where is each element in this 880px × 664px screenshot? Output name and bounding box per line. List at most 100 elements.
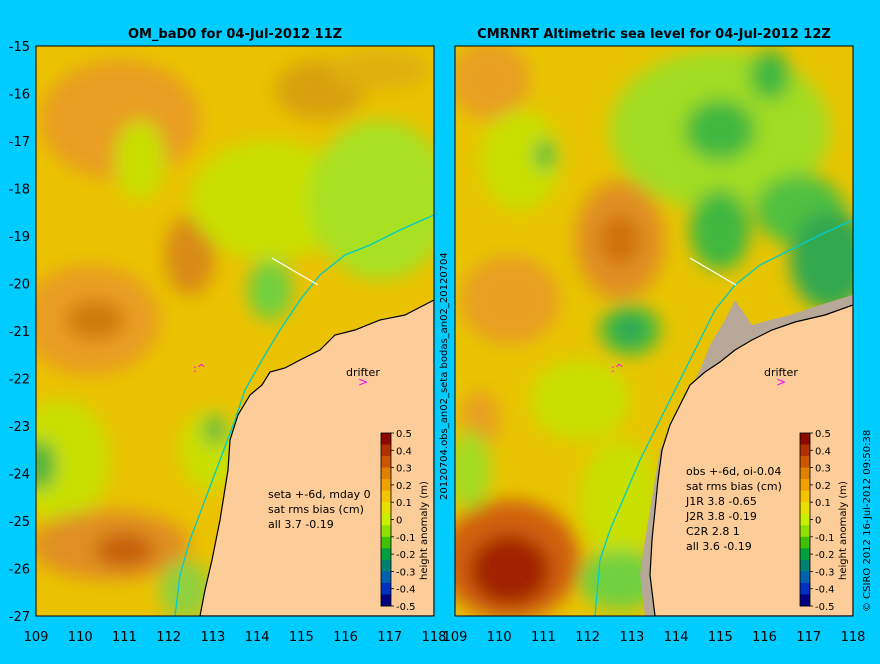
left-note-3: all 3.7 -0.19 <box>268 518 334 531</box>
lon-tick-label: 112 <box>156 630 181 645</box>
colorbar-swatch <box>800 444 810 457</box>
colorbar-tick-label: -0.2 <box>815 550 835 561</box>
colorbar-swatch <box>800 479 810 492</box>
colorbar-swatch <box>381 502 391 515</box>
colorbar-swatch <box>381 444 391 457</box>
colorbar-tick-label: 0.2 <box>396 481 412 492</box>
lat-tick-label: -18 <box>9 183 30 198</box>
left-shelf-contour <box>174 214 434 616</box>
colorbar-tick-label: 0.1 <box>815 498 831 509</box>
colorbar-tick-label: 0.4 <box>815 446 831 457</box>
lon-tick-label: 112 <box>575 630 600 645</box>
left-map-panel <box>36 46 434 616</box>
lon-tick-label: 117 <box>796 630 821 645</box>
left-drifter-icon: > <box>358 375 368 389</box>
lat-tick-label: -24 <box>9 468 30 483</box>
lon-tick-label: 116 <box>333 630 358 645</box>
right-note-2: sat rms bias (cm) <box>686 480 782 493</box>
colorbar-tick-label: -0.4 <box>815 585 835 596</box>
left-drifter-label: drifter <box>346 366 380 379</box>
left-panel-title: OM_baD0 for 04-Jul-2012 11Z <box>128 27 342 42</box>
colorbar-swatch <box>800 548 810 561</box>
lat-tick-label: -19 <box>9 230 30 245</box>
right-notes: obs +-6d, oi-0.04 sat rms bias (cm) J1R … <box>685 465 782 553</box>
lon-tick-label: 111 <box>531 630 556 645</box>
copyright-label: © CSIRO 2012 16-Jul-2012 09:50:38 <box>862 430 873 612</box>
colorbar-tick-label: 0.4 <box>396 446 412 457</box>
lat-tick-label: -27 <box>9 610 30 625</box>
right-map-panel <box>455 46 853 616</box>
colorbar-swatch <box>800 467 810 480</box>
colorbar-tick-label: 0.3 <box>815 464 831 475</box>
lat-tick-label: -17 <box>9 135 30 150</box>
lon-tick-label: 114 <box>664 630 689 645</box>
right-note-1: obs +-6d, oi-0.04 <box>686 465 781 478</box>
left-lat-ticks: -15 -16 -17 -18 -19 -20 -21 -22 -23 -24 -25 -26 -27 <box>9 40 30 625</box>
colorbar-tick-label: -0.2 <box>396 550 416 561</box>
right-colorbar-label: height anomaly (m) <box>838 481 849 580</box>
colorbar-swatch <box>800 490 810 503</box>
lon-tick-label: 118 <box>841 630 866 645</box>
colorbar-tick-label: -0.3 <box>396 567 416 578</box>
lon-tick-label: 109 <box>443 630 468 645</box>
colorbar-swatch <box>800 594 810 607</box>
colorbar-tick-label: 0.5 <box>815 429 831 440</box>
left-anomaly-field <box>36 50 434 616</box>
colorbar-tick-label: 0 <box>815 516 821 527</box>
left-transect-line <box>271 257 319 286</box>
lon-tick-label: 110 <box>68 630 93 645</box>
colorbar-tick-label: -0.5 <box>815 602 835 613</box>
right-lon-ticks: 109 110 111 112 113 114 115 116 117 118 <box>443 630 866 645</box>
colorbar-swatch <box>381 582 391 595</box>
colorbar-swatch <box>800 433 810 446</box>
lat-tick-label: -25 <box>9 515 30 530</box>
lat-tick-label: -21 <box>9 325 30 340</box>
right-drifter-track-icon: :^ <box>611 362 624 375</box>
lon-tick-label: 113 <box>619 630 644 645</box>
colorbar-swatch <box>800 502 810 515</box>
lon-tick-label: 111 <box>112 630 137 645</box>
colorbar-swatch <box>381 513 391 526</box>
colorbar-tick-label: -0.3 <box>815 567 835 578</box>
lat-tick-label: -23 <box>9 420 30 435</box>
right-transect-line <box>689 257 737 286</box>
colorbar-swatch <box>381 467 391 480</box>
lat-tick-label: -16 <box>9 88 30 103</box>
colorbar-swatch <box>381 456 391 469</box>
lat-tick-label: -26 <box>9 563 30 578</box>
left-land <box>199 299 434 616</box>
lon-tick-label: 116 <box>752 630 777 645</box>
colorbar-swatch <box>800 582 810 595</box>
colorbar-swatch <box>381 479 391 492</box>
lon-tick-label: 110 <box>487 630 512 645</box>
left-colorbar: 0.5 0.4 0.3 0.2 0.1 0 -0.1 -0.2 -0.3 -0.4 -0.5 <box>380 429 416 613</box>
colorbar-swatch <box>800 559 810 572</box>
colorbar-swatch <box>800 525 810 538</box>
right-panel-title: CMRNRT Altimetric sea level for 04-Jul-2… <box>477 27 831 42</box>
colorbar-tick-label: 0.3 <box>396 464 412 475</box>
colorbar-swatch <box>381 571 391 584</box>
lat-tick-label: -22 <box>9 373 30 388</box>
colorbar-tick-label: 0.5 <box>396 429 412 440</box>
lon-tick-label: 117 <box>377 630 402 645</box>
colorbar-swatch <box>381 536 391 549</box>
colorbar-tick-label: 0 <box>396 516 402 527</box>
lon-tick-label: 115 <box>289 630 314 645</box>
colorbar-tick-label: 0.2 <box>815 481 831 492</box>
right-note-5: C2R 2.8 1 <box>686 525 740 538</box>
right-note-3: J1R 3.8 -0.65 <box>685 495 757 508</box>
lon-tick-label: 114 <box>245 630 270 645</box>
colorbar-swatch <box>381 548 391 561</box>
colorbar-swatch <box>381 490 391 503</box>
colorbar-tick-label: -0.4 <box>396 585 416 596</box>
middle-side-label: 20120704.obs_an02_seta bodas_an02_201207… <box>439 252 450 500</box>
lon-tick-label: 115 <box>708 630 733 645</box>
lon-tick-label: 109 <box>24 630 49 645</box>
right-colorbar: 0.5 0.4 0.3 0.2 0.1 0 -0.1 -0.2 -0.3 -0.4 -0.5 <box>799 429 835 613</box>
right-note-6: all 3.6 -0.19 <box>686 540 752 553</box>
right-anomaly-field <box>455 46 853 616</box>
colorbar-swatch <box>800 456 810 469</box>
lon-tick-label: 113 <box>200 630 225 645</box>
